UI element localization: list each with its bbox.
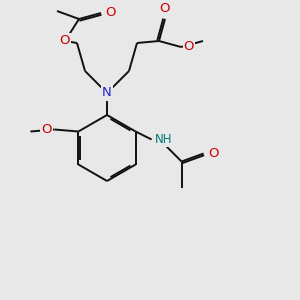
Text: O: O — [160, 2, 170, 16]
Text: O: O — [41, 123, 52, 136]
Text: O: O — [184, 40, 194, 53]
Text: NH: NH — [155, 133, 172, 146]
Text: N: N — [102, 86, 112, 100]
Text: O: O — [106, 7, 116, 20]
Text: O: O — [208, 147, 219, 160]
Text: O: O — [60, 34, 70, 47]
